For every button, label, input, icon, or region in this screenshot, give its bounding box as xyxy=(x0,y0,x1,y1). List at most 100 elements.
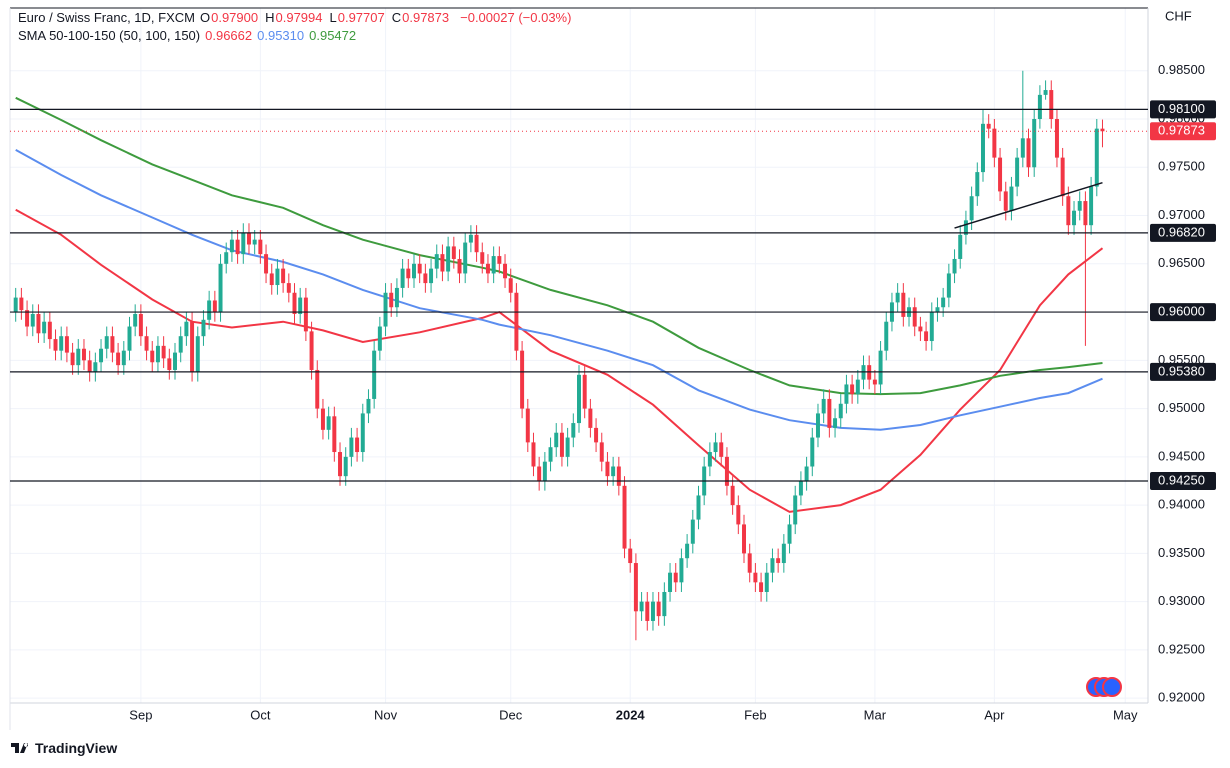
candle-body xyxy=(241,232,246,255)
candle-body xyxy=(753,572,758,583)
legend-sma: SMA 50-100-150 (50, 100, 150) 0.96662 0.… xyxy=(18,28,356,43)
candle-body xyxy=(599,442,604,462)
candle-body xyxy=(611,466,616,477)
candle-body xyxy=(588,408,593,428)
candle-body xyxy=(1026,138,1031,168)
candle-body xyxy=(349,437,354,457)
candle-body xyxy=(707,452,712,467)
candle-body xyxy=(320,408,325,430)
candle-body xyxy=(394,287,399,308)
candle-body xyxy=(138,313,143,337)
candle-body xyxy=(690,519,695,544)
candle-body xyxy=(980,123,985,173)
candle-body xyxy=(969,196,974,221)
candle-body xyxy=(246,232,251,245)
candle-body xyxy=(485,263,490,274)
candle-body xyxy=(787,524,792,544)
ohlc-values: O 0.97900 H 0.97994 L 0.97707 C 0.97873 xyxy=(200,10,455,25)
x-tick-label: Nov xyxy=(374,707,398,722)
event-icon xyxy=(1102,677,1122,697)
candle-body xyxy=(366,398,371,414)
candle-body xyxy=(99,348,104,363)
branding: TradingView xyxy=(10,740,117,756)
candle-body xyxy=(815,413,820,438)
y-tick-label: 0.95000 xyxy=(1158,400,1205,415)
candle-body xyxy=(434,254,439,269)
candle-body xyxy=(1060,157,1065,197)
candle-body xyxy=(827,398,832,428)
candle-body xyxy=(184,321,189,337)
candle-body xyxy=(821,398,826,414)
candle-body xyxy=(252,239,257,245)
candle-body xyxy=(389,292,394,308)
legend-ohlc: Euro / Swiss Franc, 1D, FXCM O 0.97900 H 0.… xyxy=(18,10,571,25)
candle-body xyxy=(303,297,308,332)
level-label-box xyxy=(1150,471,1216,490)
candle-body xyxy=(895,292,900,303)
candle-body xyxy=(975,172,980,197)
candle-body xyxy=(901,292,906,317)
candle-body xyxy=(565,437,570,457)
candle-body xyxy=(855,379,860,395)
candle-body xyxy=(929,312,934,342)
candle-body xyxy=(924,331,929,342)
candle-body xyxy=(298,297,303,314)
candle-body xyxy=(497,256,502,264)
sma-line xyxy=(15,149,1103,431)
candle-body xyxy=(1072,210,1077,226)
candle-body xyxy=(724,456,729,486)
candle-body xyxy=(173,352,178,370)
candle-body xyxy=(946,273,951,298)
candle-body xyxy=(582,374,587,409)
candle-body xyxy=(952,258,957,274)
candle-body xyxy=(411,263,416,279)
candle-body xyxy=(64,336,69,353)
candle-body xyxy=(406,268,411,279)
candle-body xyxy=(423,273,428,284)
candle-body xyxy=(998,157,1003,192)
candle-body xyxy=(798,480,803,496)
candle-body xyxy=(36,313,41,334)
candle-body xyxy=(19,297,24,311)
candle-body xyxy=(639,601,644,612)
candle-body xyxy=(42,321,47,334)
candle-body xyxy=(451,246,456,259)
ohlc-value: 0.97873 xyxy=(402,10,450,25)
x-tick-label: May xyxy=(1113,707,1138,722)
candle-body xyxy=(235,239,240,255)
candle-body xyxy=(360,413,365,453)
candle-body xyxy=(218,263,223,313)
candle-body xyxy=(343,456,348,477)
y-tick-label: 0.97500 xyxy=(1158,159,1205,174)
y-tick-label: 0.92000 xyxy=(1158,690,1205,705)
candle-body xyxy=(941,297,946,308)
chart: 0.92000 0.92500 0.93000 0.93500 0.94000 0.945… xyxy=(9,7,1216,730)
sma-line xyxy=(15,96,1103,396)
candle-body xyxy=(622,485,627,549)
trendline xyxy=(954,181,1103,229)
candle-body xyxy=(963,220,968,235)
candle-body xyxy=(759,582,764,592)
level-label-box xyxy=(1150,100,1216,119)
candle-body xyxy=(315,369,320,409)
candle-body xyxy=(87,360,92,372)
candle-body xyxy=(224,252,229,264)
candle-body xyxy=(264,254,269,274)
ohlc-value: 0.97707 xyxy=(337,10,385,25)
candle-body xyxy=(1015,157,1020,187)
candle-body xyxy=(25,310,30,327)
candle-body xyxy=(13,297,18,313)
candle-body xyxy=(520,350,525,409)
candle-body xyxy=(275,268,280,286)
candle-body xyxy=(793,495,798,525)
candle-body xyxy=(1032,119,1037,168)
level-label: 0.95380 xyxy=(1158,363,1205,378)
candle-body xyxy=(167,358,172,370)
candle-body xyxy=(577,374,581,424)
candle-body xyxy=(81,348,86,361)
candle-body xyxy=(833,418,838,428)
candle-body xyxy=(190,321,195,372)
candle-body xyxy=(508,278,513,293)
candle-body xyxy=(446,246,451,272)
y-tick-label: 0.92500 xyxy=(1158,641,1205,656)
